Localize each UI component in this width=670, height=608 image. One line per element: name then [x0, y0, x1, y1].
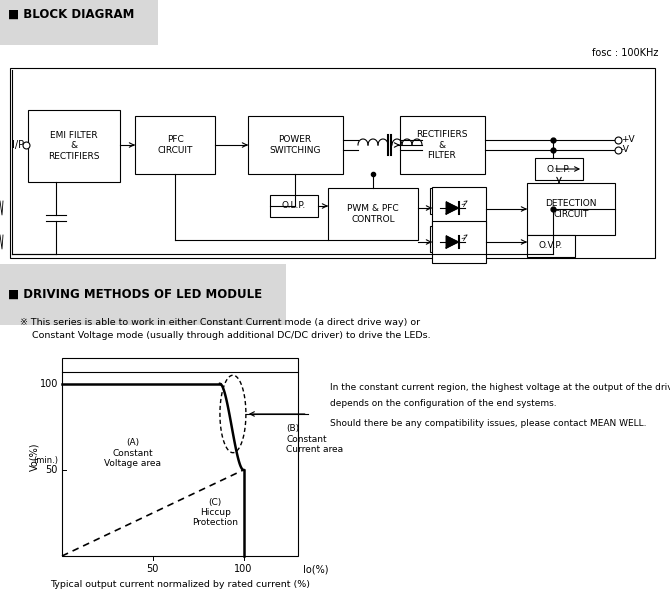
Polygon shape: [446, 201, 459, 215]
Bar: [62, 358, 298, 556]
Text: +V: +V: [621, 136, 634, 145]
Text: (A)
Constant
Voltage area: (A) Constant Voltage area: [105, 438, 161, 468]
Bar: [432, 187, 486, 229]
Bar: [28, 110, 120, 182]
Text: I/P: I/P: [12, 140, 24, 150]
Bar: [270, 195, 318, 217]
Text: 100: 100: [40, 379, 58, 389]
Bar: [527, 235, 575, 257]
Text: ※ This series is able to work in either Constant Current mode (a direct drive wa: ※ This series is able to work in either …: [20, 318, 420, 327]
Text: -V: -V: [621, 145, 630, 154]
Text: 50: 50: [46, 465, 58, 475]
Bar: [432, 221, 486, 263]
Text: 100: 100: [234, 564, 253, 574]
Text: PFC
CIRCUIT: PFC CIRCUIT: [157, 136, 193, 154]
Text: (B)
Constant
Current area: (B) Constant Current area: [286, 424, 343, 454]
Bar: [328, 188, 418, 240]
Text: O.L.P.: O.L.P.: [547, 165, 571, 173]
Text: DETECTION
CIRCUIT: DETECTION CIRCUIT: [545, 199, 597, 219]
Text: RECTIFIERS
&
FILTER: RECTIFIERS & FILTER: [416, 130, 468, 160]
Bar: [400, 116, 485, 174]
Text: O.V.P.: O.V.P.: [539, 241, 563, 250]
Bar: [430, 226, 482, 252]
Text: ■ BLOCK DIAGRAM: ■ BLOCK DIAGRAM: [8, 8, 135, 21]
Text: Vo(%): Vo(%): [29, 443, 39, 471]
Text: In the constant current region, the highest voltage at the output of the driver: In the constant current region, the high…: [330, 383, 670, 392]
Text: Io(%): Io(%): [303, 564, 328, 574]
Bar: [535, 158, 583, 180]
Text: 50: 50: [147, 564, 159, 574]
Text: O.L.P.: O.L.P.: [282, 201, 306, 210]
Bar: [527, 183, 615, 235]
Bar: [430, 188, 482, 214]
Polygon shape: [446, 235, 459, 249]
Text: (min.): (min.): [33, 457, 58, 465]
Bar: [135, 116, 215, 174]
Text: POWER
SWITCHING: POWER SWITCHING: [269, 136, 321, 154]
Text: depends on the configuration of the end systems.: depends on the configuration of the end …: [330, 399, 557, 408]
Text: Should there be any compatibility issues, please contact MEAN WELL.: Should there be any compatibility issues…: [330, 419, 647, 428]
Text: (C)
Hiccup
Protection: (C) Hiccup Protection: [192, 497, 239, 527]
Text: ■ DRIVING METHODS OF LED MODULE: ■ DRIVING METHODS OF LED MODULE: [8, 288, 262, 301]
Text: Constant Voltage mode (usually through additional DC/DC driver) to drive the LED: Constant Voltage mode (usually through a…: [20, 331, 431, 340]
Bar: [248, 116, 343, 174]
Text: Typical output current normalized by rated current (%): Typical output current normalized by rat…: [50, 580, 310, 589]
Text: EMI FILTER
&
RECTIFIERS: EMI FILTER & RECTIFIERS: [48, 131, 100, 161]
Text: PWM & PFC
CONTROL: PWM & PFC CONTROL: [347, 204, 399, 224]
Text: fosc : 100KHz: fosc : 100KHz: [592, 48, 658, 58]
Bar: [10, 68, 655, 258]
